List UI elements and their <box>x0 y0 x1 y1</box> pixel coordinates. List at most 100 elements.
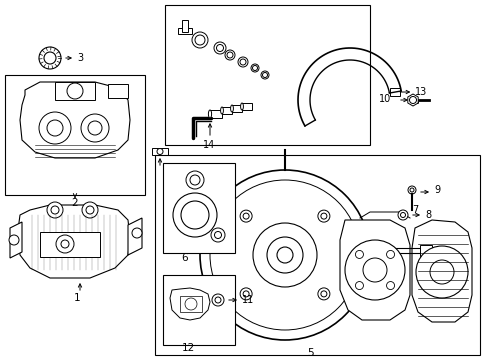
Circle shape <box>9 235 19 245</box>
Circle shape <box>250 64 259 72</box>
Circle shape <box>261 71 268 79</box>
Bar <box>108 84 128 98</box>
Circle shape <box>192 32 207 48</box>
Circle shape <box>215 297 221 303</box>
Bar <box>152 148 168 155</box>
Circle shape <box>181 201 208 229</box>
Circle shape <box>224 50 235 60</box>
Circle shape <box>81 114 109 142</box>
Circle shape <box>386 282 394 289</box>
Circle shape <box>39 112 71 144</box>
Circle shape <box>67 83 83 99</box>
Circle shape <box>195 35 204 45</box>
Circle shape <box>409 188 413 192</box>
Circle shape <box>429 260 453 284</box>
Circle shape <box>88 121 102 135</box>
Circle shape <box>407 186 415 194</box>
Bar <box>231 105 242 112</box>
Circle shape <box>214 231 221 238</box>
Circle shape <box>386 251 394 258</box>
Bar <box>5 75 145 195</box>
Circle shape <box>51 206 59 214</box>
Bar <box>182 20 187 32</box>
Text: 1: 1 <box>74 293 80 303</box>
Text: 11: 11 <box>242 295 254 305</box>
Circle shape <box>47 120 63 136</box>
Polygon shape <box>411 220 471 322</box>
Circle shape <box>214 42 225 54</box>
Text: 10: 10 <box>378 94 390 104</box>
Circle shape <box>252 223 316 287</box>
Bar <box>222 107 231 114</box>
Circle shape <box>185 171 203 189</box>
Circle shape <box>86 206 94 214</box>
Circle shape <box>39 47 61 69</box>
Text: 9: 9 <box>433 185 439 195</box>
Circle shape <box>157 148 163 154</box>
Circle shape <box>240 288 252 300</box>
Bar <box>178 28 192 34</box>
Circle shape <box>184 298 197 310</box>
Circle shape <box>173 193 217 237</box>
Text: 3: 3 <box>77 53 83 63</box>
Polygon shape <box>20 82 130 158</box>
Circle shape <box>82 202 98 218</box>
Text: 8: 8 <box>424 210 430 220</box>
Bar <box>155 155 479 355</box>
Bar <box>163 163 235 253</box>
Text: 2: 2 <box>72 198 78 208</box>
Circle shape <box>415 246 467 298</box>
Ellipse shape <box>240 103 243 110</box>
Circle shape <box>320 291 326 297</box>
Circle shape <box>262 72 267 77</box>
Circle shape <box>216 45 223 51</box>
Circle shape <box>355 282 363 289</box>
Circle shape <box>243 291 248 297</box>
Circle shape <box>238 57 247 67</box>
Bar <box>164 5 369 145</box>
Circle shape <box>132 228 142 238</box>
Circle shape <box>44 52 56 64</box>
Bar <box>40 232 100 257</box>
Bar <box>242 103 251 110</box>
Circle shape <box>210 228 224 242</box>
Ellipse shape <box>230 105 233 112</box>
Circle shape <box>56 235 74 253</box>
Circle shape <box>345 240 404 300</box>
Circle shape <box>61 240 69 248</box>
Bar <box>389 88 400 96</box>
Text: 5: 5 <box>306 348 313 358</box>
Circle shape <box>266 237 303 273</box>
Circle shape <box>209 180 359 330</box>
Circle shape <box>408 96 416 104</box>
Ellipse shape <box>220 107 223 114</box>
Circle shape <box>276 247 292 263</box>
Bar <box>209 110 222 118</box>
Polygon shape <box>18 205 130 278</box>
Polygon shape <box>339 220 409 320</box>
Circle shape <box>243 213 248 219</box>
Circle shape <box>240 210 252 222</box>
Bar <box>419 245 431 256</box>
Circle shape <box>200 170 369 340</box>
Text: 13: 13 <box>414 87 427 97</box>
Circle shape <box>190 175 200 185</box>
Circle shape <box>252 66 257 71</box>
Circle shape <box>397 210 407 220</box>
Circle shape <box>226 52 232 58</box>
Circle shape <box>400 212 405 217</box>
Bar <box>163 275 235 345</box>
Polygon shape <box>170 288 209 320</box>
Bar <box>55 82 95 100</box>
Text: 4: 4 <box>163 168 170 178</box>
Polygon shape <box>128 218 142 255</box>
Text: 6: 6 <box>182 253 188 263</box>
Circle shape <box>212 294 224 306</box>
Text: 7: 7 <box>411 205 417 215</box>
Circle shape <box>317 288 329 300</box>
Circle shape <box>240 59 245 65</box>
Circle shape <box>47 202 63 218</box>
Circle shape <box>320 213 326 219</box>
Circle shape <box>362 258 386 282</box>
Polygon shape <box>407 94 417 106</box>
